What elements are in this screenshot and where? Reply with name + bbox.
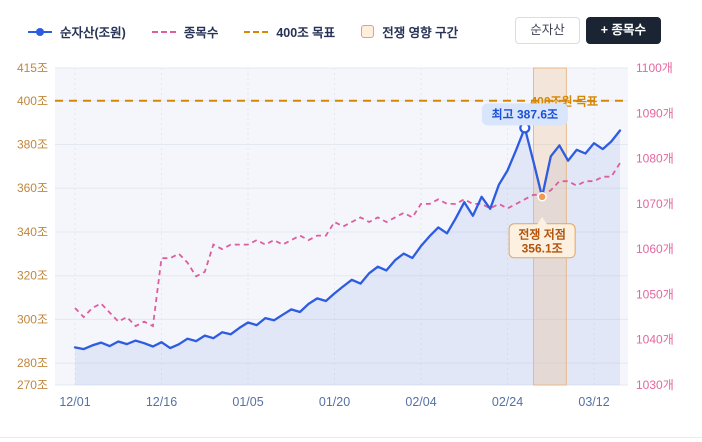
net-asset-line: [73, 126, 622, 351]
chart-text: 320조: [17, 269, 48, 283]
toggle-stock-count-button[interactable]: + 종목수: [585, 17, 661, 44]
target-line-icon: [244, 30, 269, 33]
legend-item-war-band[interactable]: 전쟁 영향 구간: [361, 22, 458, 41]
chart-text: 1070개: [636, 197, 674, 211]
chart-text: 380조: [17, 138, 48, 152]
toggle-net-asset-button[interactable]: 순자산: [515, 17, 580, 44]
net-asset-line-icon: [28, 27, 52, 36]
legend-label: 전쟁 영향 구간: [382, 26, 459, 40]
chart-text: 1060개: [636, 242, 674, 256]
chart-text: 1090개: [636, 106, 674, 120]
bottom-divider: [0, 437, 702, 438]
legend-label: 종목수: [183, 26, 219, 40]
series-toggle-group: 순자산 + 종목수: [515, 17, 661, 44]
chart-text: 415조: [17, 61, 48, 75]
chart-text: 1040개: [636, 333, 674, 347]
chart-text: 02/04: [405, 395, 436, 409]
chart-text: 300조: [17, 312, 48, 326]
chart-text: 400조: [17, 94, 48, 108]
trough-tooltip-pointer: [537, 216, 548, 225]
chart-text: 360조: [17, 181, 48, 195]
chart-text: 356.1조: [522, 241, 563, 255]
net-asset-area: [75, 127, 620, 386]
chart-text: 03/12: [578, 395, 609, 409]
chart-text: 01/05: [232, 395, 263, 409]
chart-text: 02/24: [492, 395, 523, 409]
legend-label: 400조 목표: [276, 26, 336, 40]
chart-text: 12/16: [146, 395, 177, 409]
legend-item-target[interactable]: 400조 목표: [244, 22, 335, 41]
chart-text: 1050개: [636, 287, 674, 301]
stock-count-line-icon: [151, 30, 176, 33]
chart-text: 340조: [17, 225, 48, 239]
trough-marker: [537, 192, 547, 202]
chart-text: 1030개: [636, 378, 674, 392]
peak-tooltip: [481, 103, 568, 126]
legend-item-stock-count[interactable]: 종목수: [151, 22, 219, 41]
chart-text: 280조: [17, 356, 48, 370]
stock-count-line: [74, 162, 621, 328]
chart-text: 270조: [17, 378, 48, 392]
chart-text: 전쟁 저점: [518, 226, 566, 241]
chart-text: 12/01: [59, 395, 90, 409]
chart-text: 최고 387.6조: [492, 106, 558, 121]
legend-item-net-asset[interactable]: 순자산(조원): [28, 22, 126, 41]
chart-text: 1100개: [636, 61, 673, 75]
war-band-swatch-icon: [361, 25, 375, 38]
chart-text: 1080개: [636, 152, 674, 166]
chart-legend: 순자산(조원) 종목수 400조 목표 전쟁 영향 구간: [28, 22, 458, 41]
gridlines: 415조 400조 380조 360조 340조 320조 300조 280조 270조 1100…: [17, 61, 674, 409]
chart-text: 01/20: [319, 395, 350, 409]
legend-label: 순자산(조원): [60, 26, 126, 40]
